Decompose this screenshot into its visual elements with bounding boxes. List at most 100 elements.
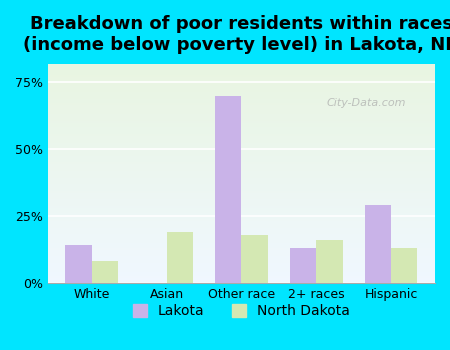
Bar <box>48 204 435 206</box>
Bar <box>48 215 435 217</box>
Bar <box>48 64 435 66</box>
Bar <box>48 149 435 151</box>
Bar <box>48 195 435 197</box>
Legend: Lakota, North Dakota: Lakota, North Dakota <box>127 299 356 324</box>
Bar <box>48 250 435 252</box>
Bar <box>48 212 435 215</box>
Bar <box>48 66 435 68</box>
Bar <box>48 270 435 272</box>
Bar <box>48 254 435 257</box>
Bar <box>65 245 92 283</box>
Bar <box>48 224 435 226</box>
Bar <box>48 226 435 228</box>
Bar <box>48 210 435 212</box>
Bar <box>48 259 435 261</box>
Bar <box>48 186 435 189</box>
Bar <box>48 245 435 247</box>
Bar <box>48 267 435 270</box>
Bar <box>48 278 435 280</box>
Bar <box>48 173 435 175</box>
Bar <box>48 234 435 237</box>
Bar <box>48 101 435 103</box>
Bar <box>48 171 435 173</box>
Bar <box>48 261 435 263</box>
Bar <box>48 68 435 70</box>
Bar <box>48 164 435 167</box>
Bar <box>48 241 435 243</box>
Bar <box>48 208 435 210</box>
Bar <box>48 70 435 72</box>
Bar <box>48 147 435 149</box>
Bar <box>48 239 435 241</box>
Bar <box>48 132 435 134</box>
Bar <box>48 158 435 160</box>
Bar <box>48 116 435 118</box>
Bar <box>316 240 342 283</box>
Bar <box>48 123 435 125</box>
Bar <box>215 96 242 283</box>
Bar <box>48 202 435 204</box>
Bar <box>48 138 435 140</box>
Bar <box>48 177 435 180</box>
Bar <box>48 81 435 83</box>
Bar <box>48 228 435 230</box>
Bar <box>48 252 435 254</box>
Bar <box>48 219 435 221</box>
Bar <box>48 167 435 169</box>
Bar <box>48 237 435 239</box>
Bar <box>48 197 435 199</box>
Bar <box>48 97 435 99</box>
Bar <box>365 205 391 283</box>
Bar <box>48 72 435 75</box>
Bar <box>48 114 435 116</box>
Bar <box>48 280 435 283</box>
Bar <box>48 142 435 145</box>
Bar <box>48 191 435 193</box>
Bar <box>48 193 435 195</box>
Bar <box>48 162 435 164</box>
Bar <box>48 130 435 132</box>
Bar <box>48 156 435 158</box>
Bar <box>48 90 435 92</box>
Title: Breakdown of poor residents within races
(income below poverty level) in Lakota,: Breakdown of poor residents within races… <box>23 15 450 54</box>
Bar <box>48 230 435 232</box>
Bar <box>48 272 435 274</box>
Bar <box>166 232 193 283</box>
Bar <box>48 86 435 88</box>
Bar <box>48 107 435 110</box>
Bar <box>92 261 118 283</box>
Bar <box>48 92 435 94</box>
Bar <box>391 248 418 283</box>
Bar <box>48 232 435 234</box>
Bar <box>290 248 316 283</box>
Bar <box>48 184 435 186</box>
Bar <box>242 234 268 283</box>
Bar <box>48 112 435 114</box>
Bar <box>48 118 435 121</box>
Bar <box>48 217 435 219</box>
Bar <box>48 175 435 177</box>
Bar <box>48 77 435 79</box>
Bar <box>48 180 435 182</box>
Bar <box>48 99 435 101</box>
Bar <box>48 75 435 77</box>
Bar <box>48 189 435 191</box>
Bar <box>48 103 435 105</box>
Bar <box>48 182 435 184</box>
Bar <box>48 83 435 86</box>
Bar <box>48 263 435 265</box>
Bar <box>48 243 435 245</box>
Bar <box>48 121 435 123</box>
Bar <box>48 169 435 171</box>
Bar <box>48 145 435 147</box>
Bar <box>48 257 435 259</box>
Bar <box>48 134 435 136</box>
Bar <box>48 88 435 90</box>
Bar <box>48 105 435 107</box>
Bar <box>48 265 435 267</box>
Bar <box>48 110 435 112</box>
Bar <box>48 125 435 127</box>
Bar <box>48 274 435 276</box>
Bar <box>48 140 435 142</box>
Bar <box>48 160 435 162</box>
